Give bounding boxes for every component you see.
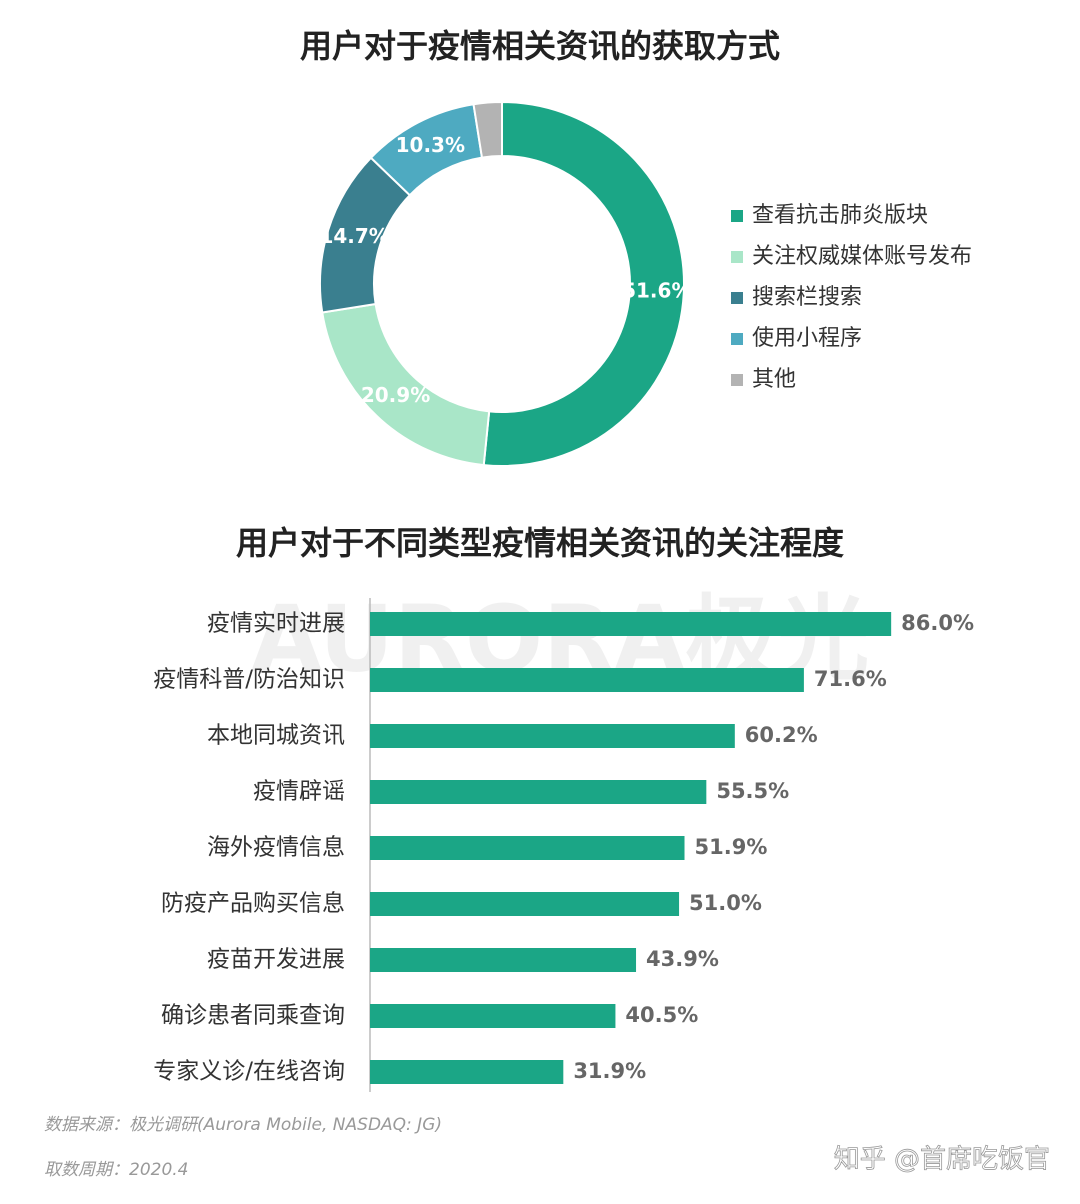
chart-title: 用户对于不同类型疫情相关资讯的关注程度 — [236, 524, 844, 562]
data-label: 71.6% — [814, 667, 887, 691]
y-tick-label: 专家义诊/在线咨询 — [153, 1059, 345, 1085]
data-label: 20.9% — [361, 383, 430, 407]
y-tick-label: 疫苗开发进展 — [207, 947, 345, 973]
legend-swatch — [731, 251, 743, 263]
period-note: 取数周期：2020.4 — [44, 1160, 188, 1180]
data-label: 51.9% — [695, 835, 768, 859]
legend-label: 其他 — [752, 367, 796, 392]
y-tick-label: 海外疫情信息 — [207, 835, 345, 861]
legend-swatch — [731, 292, 743, 304]
data-label: 55.5% — [716, 779, 789, 803]
y-tick-label: 疫情实时进展 — [207, 611, 345, 637]
bar — [370, 948, 637, 972]
data-label: 60.2% — [745, 723, 818, 747]
legend-label: 查看抗击肺炎版块 — [752, 203, 928, 228]
legend-label: 关注权威媒体账号发布 — [752, 244, 972, 269]
bar — [370, 1004, 616, 1028]
bar — [370, 836, 685, 860]
legend-label: 搜索栏搜索 — [752, 285, 862, 310]
y-tick-label: 疫情科普/防治知识 — [153, 667, 345, 693]
data-label: 51.0% — [689, 891, 762, 915]
data-label: 31.9% — [573, 1059, 646, 1083]
bar — [370, 1060, 564, 1084]
data-label: 10.3% — [396, 133, 465, 157]
data-label: 51.6% — [622, 278, 691, 302]
source-note: 数据来源：极光调研(Aurora Mobile, NASDAQ: JG) — [44, 1115, 442, 1135]
legend-swatch — [731, 333, 743, 345]
y-tick-label: 本地同城资讯 — [207, 723, 345, 749]
pie-slice — [472, 100, 503, 159]
bar — [370, 724, 735, 748]
bar — [370, 668, 804, 692]
bar — [370, 612, 892, 636]
legend-label: 使用小程序 — [752, 326, 862, 351]
data-label: 14.7% — [319, 224, 388, 248]
chart-title: 用户对于疫情相关资讯的获取方式 — [300, 27, 780, 65]
data-label: 43.9% — [646, 947, 719, 971]
y-tick-label: 疫情辟谣 — [253, 779, 345, 805]
watermark: 知乎 @首席吃饭官 — [834, 1145, 1050, 1175]
bar — [370, 780, 707, 804]
data-label: 40.5% — [625, 1003, 698, 1027]
legend-swatch — [731, 374, 743, 386]
pie-slice — [482, 100, 685, 467]
y-tick-label: 防疫产品购买信息 — [161, 891, 345, 917]
bar — [370, 892, 680, 916]
data-label: 86.0% — [901, 611, 974, 635]
y-tick-label: 确诊患者同乘查询 — [161, 1003, 345, 1029]
legend-swatch — [731, 210, 743, 222]
